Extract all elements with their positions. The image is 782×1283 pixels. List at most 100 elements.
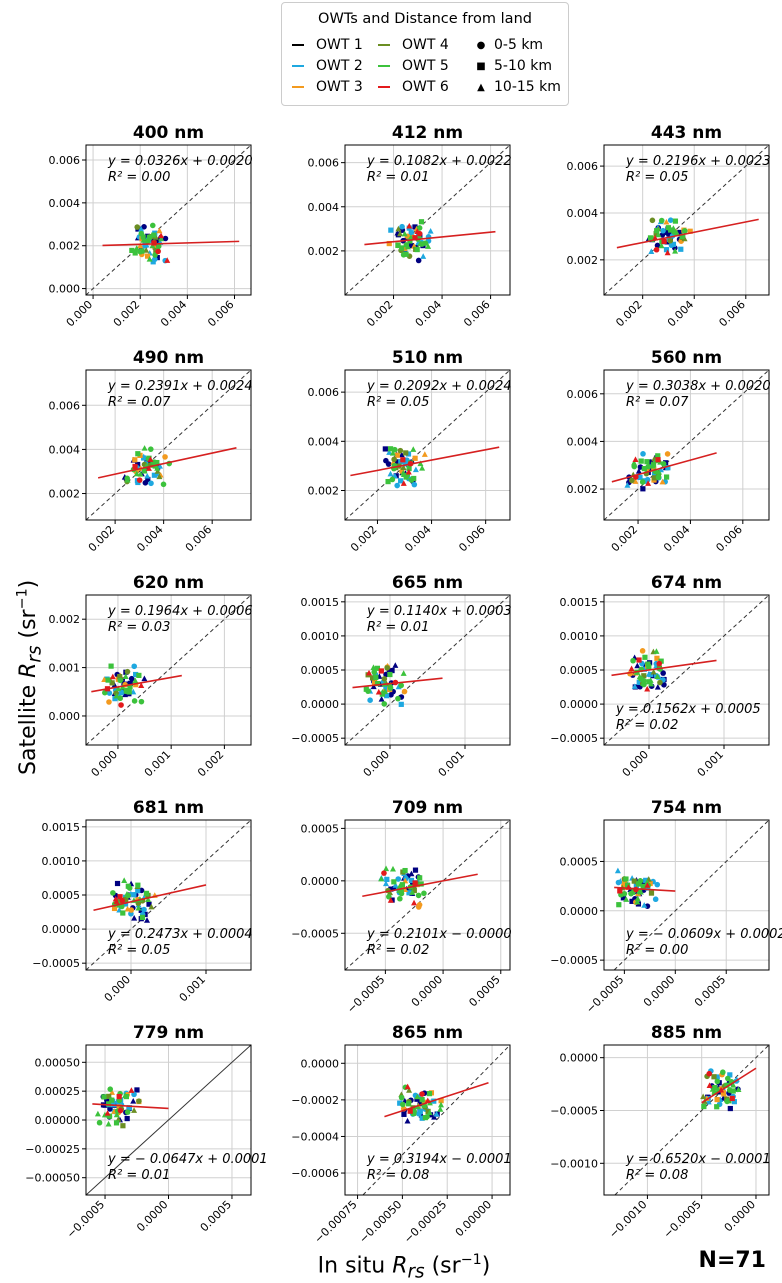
data-point bbox=[420, 253, 427, 259]
panel-frame bbox=[85, 144, 252, 296]
data-point bbox=[654, 242, 661, 249]
x-tick-label: 0.000 bbox=[64, 298, 95, 329]
data-point bbox=[663, 474, 670, 480]
data-point bbox=[410, 446, 417, 452]
data-point bbox=[672, 247, 679, 254]
data-point bbox=[128, 675, 135, 682]
data-point bbox=[122, 673, 129, 680]
data-point bbox=[630, 657, 636, 664]
data-point bbox=[433, 1110, 440, 1117]
data-point bbox=[406, 890, 412, 896]
data-point bbox=[138, 698, 145, 705]
data-point bbox=[117, 894, 123, 900]
data-point bbox=[109, 1089, 116, 1095]
legend-dist-0-5: ● 0-5 km bbox=[474, 37, 543, 53]
data-point bbox=[735, 1086, 742, 1093]
data-point bbox=[660, 460, 667, 467]
data-point bbox=[648, 680, 655, 687]
data-point bbox=[712, 1084, 718, 1091]
data-point bbox=[654, 655, 660, 661]
panel-title: 620 nm bbox=[133, 573, 204, 593]
data-point bbox=[640, 883, 646, 889]
data-point bbox=[127, 684, 133, 690]
data-point bbox=[391, 456, 397, 463]
data-point bbox=[384, 693, 390, 699]
data-point bbox=[426, 1109, 433, 1116]
panel-674-nm: 674 nm 0.000 0.001 −0.0005 0.0000 0.0005 0.001… bbox=[550, 573, 770, 779]
y-tick-label: 0.006 bbox=[49, 399, 81, 412]
regression-line bbox=[611, 659, 717, 677]
data-point bbox=[643, 877, 649, 883]
y-tick-label: 0.0010 bbox=[560, 630, 599, 643]
data-point bbox=[614, 867, 621, 874]
data-point bbox=[424, 1113, 430, 1120]
data-point bbox=[402, 877, 409, 884]
data-point bbox=[714, 1096, 720, 1103]
data-point bbox=[634, 895, 641, 902]
r-squared: R² = 0.00 bbox=[108, 170, 170, 185]
data-point bbox=[701, 1103, 707, 1110]
data-point bbox=[404, 1083, 411, 1090]
data-point bbox=[414, 1093, 421, 1100]
data-point bbox=[400, 1101, 406, 1108]
panel-frame bbox=[85, 369, 252, 521]
y-tick-label: 0.00000 bbox=[35, 1114, 81, 1127]
r-squared: R² = 0.01 bbox=[367, 170, 429, 185]
panel-plot-area bbox=[604, 595, 769, 745]
data-point bbox=[653, 246, 660, 253]
data-point bbox=[131, 914, 138, 921]
panel-681-nm: 681 nm 0.000 0.001 −0.0005 0.0000 0.0005 0.001… bbox=[32, 798, 252, 1004]
panel-plot-area bbox=[345, 370, 510, 520]
y-tick-label: 0.006 bbox=[49, 154, 81, 167]
data-point bbox=[121, 877, 128, 883]
panel-title: 560 nm bbox=[651, 348, 722, 368]
regression-line bbox=[384, 1081, 489, 1118]
data-point bbox=[631, 683, 638, 689]
data-point bbox=[408, 477, 415, 483]
data-point bbox=[641, 465, 647, 472]
data-point bbox=[398, 701, 404, 707]
data-point bbox=[634, 662, 641, 669]
regression-line bbox=[611, 452, 717, 483]
data-point bbox=[661, 238, 667, 245]
data-point bbox=[415, 257, 422, 264]
data-point bbox=[385, 479, 391, 485]
legend-owt3-label: OWT 3 bbox=[316, 79, 363, 95]
data-point bbox=[655, 457, 661, 463]
data-point bbox=[155, 243, 162, 250]
data-point bbox=[668, 227, 674, 233]
regression-equation: y = 0.2473x + 0.0004 bbox=[107, 927, 253, 942]
regression-equation: y = 0.1140x + 0.0003 bbox=[366, 604, 512, 619]
y-tick-label: −0.0005 bbox=[550, 732, 598, 745]
x-tick-label: 0.000 bbox=[361, 748, 392, 779]
panel-title: 885 nm bbox=[651, 1023, 722, 1043]
data-point bbox=[141, 468, 148, 474]
data-point bbox=[402, 245, 408, 251]
data-point bbox=[677, 229, 683, 236]
data-point bbox=[411, 899, 418, 906]
data-point bbox=[645, 480, 652, 486]
r-squared: R² = 0.05 bbox=[626, 170, 688, 185]
data-point bbox=[131, 1107, 138, 1113]
data-point bbox=[727, 1072, 733, 1078]
data-point bbox=[156, 227, 163, 234]
data-point bbox=[386, 893, 392, 900]
data-point bbox=[146, 901, 152, 907]
data-point bbox=[137, 242, 144, 249]
data-point bbox=[162, 235, 169, 242]
data-point bbox=[124, 476, 131, 483]
data-point bbox=[406, 465, 412, 472]
panel-plot-area bbox=[86, 1045, 251, 1195]
data-point bbox=[641, 673, 647, 679]
data-point bbox=[374, 665, 380, 671]
data-point bbox=[108, 663, 114, 669]
data-point bbox=[378, 875, 385, 882]
panel-plot-area bbox=[86, 370, 251, 520]
data-point bbox=[118, 689, 125, 696]
one-to-one-line bbox=[604, 370, 769, 520]
legend-owt4: OWT 4 bbox=[378, 37, 449, 53]
data-point bbox=[105, 1120, 112, 1127]
data-point bbox=[136, 477, 143, 483]
regression-line bbox=[91, 674, 182, 693]
data-point bbox=[400, 670, 407, 676]
